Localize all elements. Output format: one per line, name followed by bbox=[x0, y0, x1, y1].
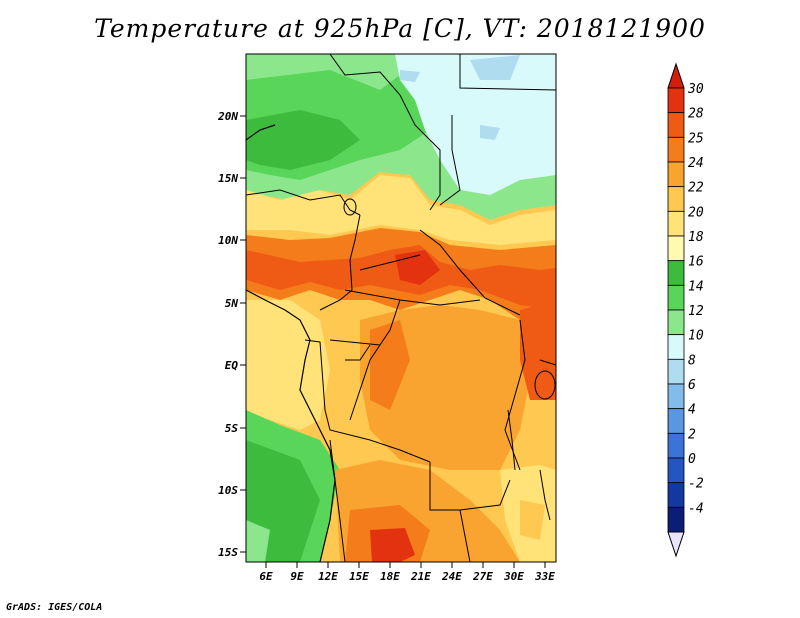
lat-label: 10N bbox=[218, 234, 238, 247]
colorbar-segment bbox=[667, 358, 685, 385]
lake-chad bbox=[343, 198, 357, 216]
colorbar-label: 12 bbox=[688, 304, 704, 319]
lon-label: 9E bbox=[290, 570, 304, 583]
colorbar-label: 2 bbox=[688, 427, 696, 442]
lon-label: 33E bbox=[534, 570, 555, 583]
colorbar-label: 30 bbox=[687, 82, 704, 97]
colorbar-label: 10 bbox=[688, 329, 704, 344]
field-sky-3 bbox=[480, 125, 500, 140]
lon-label: 21E bbox=[410, 570, 431, 583]
field-red-east bbox=[520, 300, 556, 400]
field-red-south bbox=[370, 528, 415, 562]
field-sky-1 bbox=[470, 55, 520, 80]
colorbar-label: 20 bbox=[688, 205, 704, 220]
colorbar-segment bbox=[667, 309, 685, 336]
chart-title: Temperature at 925hPa [C], VT: 201812190… bbox=[94, 14, 706, 43]
colorbar-label: 18 bbox=[688, 230, 704, 245]
lat-label: 10S bbox=[218, 484, 238, 497]
lakes bbox=[343, 198, 556, 521]
colorbar-top-arrow bbox=[667, 62, 685, 89]
colorbar-segment bbox=[667, 260, 685, 286]
colorbar-segment bbox=[667, 334, 685, 360]
colorbar-segment bbox=[667, 186, 685, 212]
lon-label: 24E bbox=[441, 570, 462, 583]
lon-label: 18E bbox=[380, 570, 400, 583]
colorbar-segment bbox=[667, 432, 685, 459]
footer-credit: GrADS: IGES/COLA bbox=[6, 602, 103, 613]
country-borders bbox=[246, 54, 556, 562]
colorbar-label: 0 bbox=[688, 452, 696, 467]
lat-label: 5S bbox=[225, 422, 239, 435]
colorbar-label: 4 bbox=[688, 403, 696, 418]
colorbar-segment bbox=[667, 235, 685, 262]
colorbar-segment bbox=[667, 87, 685, 114]
field-green-southwest-light bbox=[246, 520, 270, 562]
lat-label: 20N bbox=[217, 110, 238, 123]
coastlines bbox=[246, 124, 336, 562]
colorbar-label: 22 bbox=[688, 181, 704, 196]
colorbar-segment bbox=[667, 161, 685, 188]
map-fields bbox=[246, 54, 556, 562]
colorbar-segment bbox=[667, 383, 685, 410]
lat-label: 5N bbox=[225, 297, 239, 310]
colorbar-segment bbox=[667, 408, 685, 434]
colorbar-label: 8 bbox=[688, 353, 696, 368]
field-yellow-west bbox=[246, 300, 330, 430]
map-frame bbox=[245, 53, 557, 563]
lake-tanganyika bbox=[507, 409, 516, 471]
colorbar-label: 14 bbox=[688, 279, 704, 294]
lon-label: 12E bbox=[318, 570, 338, 583]
lake-victoria bbox=[534, 370, 556, 400]
colorbar-label: 16 bbox=[688, 255, 704, 270]
field-orange-light-southeast bbox=[520, 500, 545, 540]
colorbar-label: 6 bbox=[688, 378, 696, 393]
colorbar-label: -2 bbox=[688, 477, 704, 492]
colorbar-segment bbox=[667, 210, 685, 237]
colorbar-segment bbox=[667, 457, 685, 484]
field-yellow-north bbox=[246, 175, 556, 245]
colorbar-segment bbox=[667, 136, 685, 163]
latitude-axis: 20N 15N 10N 5N EQ 5S 10S 15S bbox=[217, 110, 246, 559]
lon-label: 27E bbox=[472, 570, 493, 583]
colorbar-bottom-arrow bbox=[667, 531, 685, 558]
longitude-axis: 6E 9E 12E 15E 18E 21E 24E 27E 30E 33E bbox=[259, 562, 555, 583]
lat-label: EQ bbox=[225, 359, 239, 372]
colorbar-segment bbox=[667, 284, 685, 311]
lat-label: 15N bbox=[218, 172, 238, 185]
colorbar-segment bbox=[667, 112, 685, 138]
colorbar-label: -4 bbox=[688, 501, 704, 516]
lon-label: 30E bbox=[503, 570, 524, 583]
colorbar-label: 28 bbox=[688, 107, 704, 122]
colorbar-label: 25 bbox=[688, 131, 704, 146]
lon-label: 6E bbox=[259, 570, 273, 583]
lake-malawi bbox=[539, 469, 551, 521]
field-orange-dark-central bbox=[370, 320, 410, 410]
lat-label: 15S bbox=[218, 546, 238, 559]
colorbar-segment bbox=[667, 482, 685, 508]
colorbar-label: 24 bbox=[688, 156, 704, 171]
colorbar-segment bbox=[667, 506, 685, 533]
lon-label: 15E bbox=[349, 570, 369, 583]
field-sky-2 bbox=[400, 70, 420, 82]
